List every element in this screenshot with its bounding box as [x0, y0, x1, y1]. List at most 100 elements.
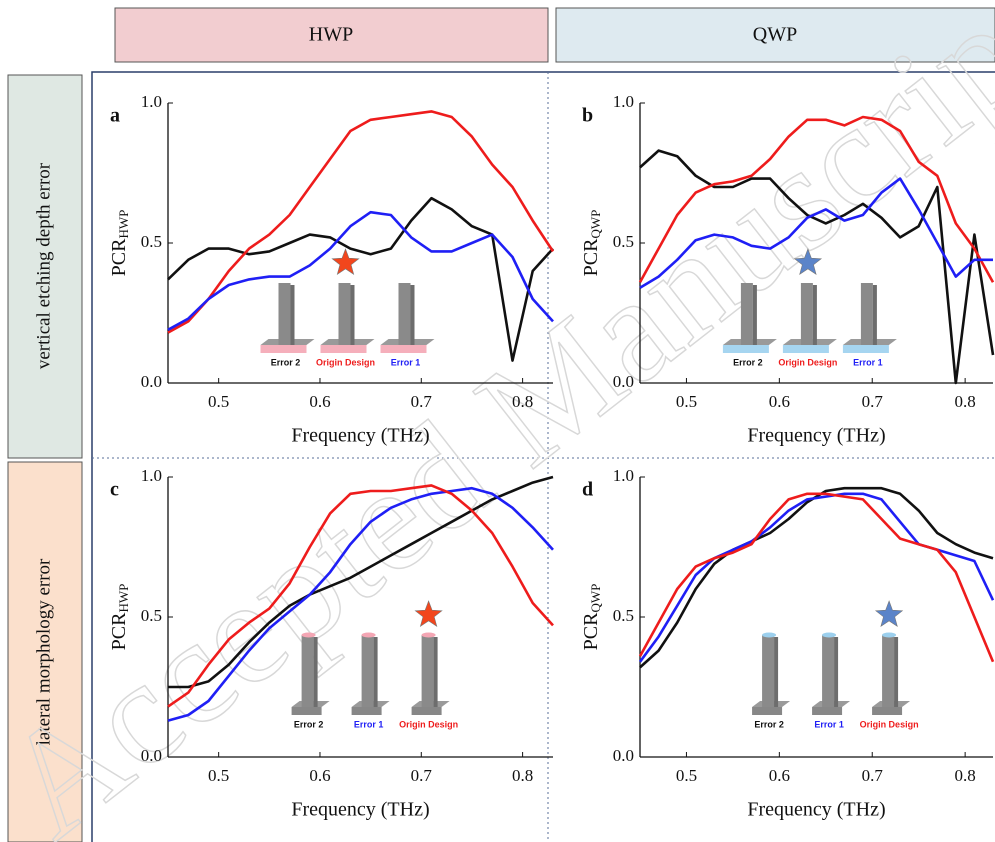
inset-label: Error 2 [271, 357, 301, 367]
star-icon [415, 601, 442, 626]
x-tick-label: 0.6 [309, 392, 330, 411]
panel-letter: d [582, 479, 593, 501]
y-tick-label: 0.0 [613, 746, 634, 765]
data-line [168, 212, 553, 330]
x-tick-label: 0.8 [512, 766, 533, 785]
y-tick-label: 0.0 [141, 746, 162, 765]
pillar-base [352, 707, 382, 715]
y-axis-label: PCRQWP [580, 584, 603, 651]
pillar-side [434, 637, 438, 707]
y-tick-label: 1.0 [613, 466, 634, 485]
y-axis-label: PCRHWP [108, 210, 131, 277]
x-tick-label: 0.5 [676, 766, 697, 785]
y-axis-label-sub: QWP [588, 210, 603, 239]
pillar-base [321, 345, 367, 353]
watermark: Accepted Manuscript [0, 0, 995, 842]
y-tick-label: 0.5 [141, 606, 162, 625]
inset-label: Error 2 [733, 357, 763, 367]
pillar-side [753, 285, 757, 345]
y-tick-label: 0.0 [613, 372, 634, 391]
pillar [279, 283, 291, 345]
x-axis-label: Frequency (THz) [747, 425, 885, 447]
column-header: QWP [753, 24, 797, 46]
row-header: vertical etching depth error [33, 162, 54, 369]
x-tick-label: 0.8 [955, 392, 976, 411]
y-axis-label-main: PCR [580, 238, 602, 276]
pillar-side [834, 637, 838, 707]
pillar-base [412, 707, 442, 715]
pillar-top [422, 633, 436, 638]
x-axis-label: Frequency (THz) [291, 799, 429, 821]
inset-label: Origin Design [860, 719, 919, 729]
pillar-side [351, 285, 355, 345]
x-tick-label: 0.5 [208, 766, 229, 785]
y-tick-label: 0.5 [141, 232, 162, 251]
x-tick-label: 0.5 [208, 392, 229, 411]
inset-label: Origin Design [316, 357, 375, 367]
data-line [640, 494, 993, 662]
pillar-side [291, 285, 295, 345]
y-axis-label: PCRHWP [108, 584, 131, 651]
x-tick-label: 0.7 [411, 766, 433, 785]
inset-label: Origin Design [778, 357, 837, 367]
inset-label: Error 2 [294, 719, 324, 729]
x-axis-label: Frequency (THz) [747, 799, 885, 821]
pillar-base [723, 345, 769, 353]
pillar-side [314, 637, 318, 707]
inset-label: Error 1 [354, 719, 384, 729]
pillar-top [882, 633, 896, 638]
inset-label: Error 1 [853, 357, 883, 367]
pillar [399, 283, 411, 345]
pillar-base [381, 345, 427, 353]
pillar-base [783, 345, 829, 353]
x-tick-label: 0.6 [309, 766, 330, 785]
pillar [362, 635, 374, 707]
star-icon [876, 601, 903, 626]
x-tick-label: 0.7 [862, 766, 884, 785]
y-axis-label-sub: QWP [588, 584, 603, 613]
y-axis-label-main: PCR [580, 612, 602, 650]
pillar-side [374, 637, 378, 707]
y-tick-label: 1.0 [613, 92, 634, 111]
pillar-base [812, 707, 842, 715]
x-tick-label: 0.5 [676, 392, 697, 411]
panel-letter: c [110, 479, 119, 501]
pillar-side [813, 285, 817, 345]
column-header: HWP [309, 24, 353, 46]
x-axis-label: Frequency (THz) [291, 425, 429, 447]
y-tick-label: 0.0 [141, 372, 162, 391]
pillar-side [774, 637, 778, 707]
panel-letter: b [582, 105, 593, 127]
pillar-base [261, 345, 307, 353]
figure: HWP QWP vertical etching depth error lat… [0, 0, 995, 842]
pillar [882, 635, 894, 707]
panel-letter: a [110, 105, 120, 127]
pillar-base [292, 707, 322, 715]
pillar-side [894, 637, 898, 707]
y-tick-label: 1.0 [141, 92, 162, 111]
inset-label: Error 1 [391, 357, 421, 367]
x-tick-label: 0.8 [512, 392, 533, 411]
x-tick-label: 0.7 [411, 392, 433, 411]
inset-label: Origin Design [399, 719, 458, 729]
pillar-side [411, 285, 415, 345]
y-axis-label-sub: HWP [116, 210, 131, 239]
inset-label: Error 2 [754, 719, 784, 729]
pillar-top [822, 633, 836, 638]
data-line [168, 111, 553, 332]
inset-label: Error 1 [814, 719, 844, 729]
y-axis-label-main: PCR [108, 612, 130, 650]
x-tick-label: 0.6 [769, 392, 790, 411]
x-tick-label: 0.8 [955, 766, 976, 785]
pillar-base [843, 345, 889, 353]
pillar-top [762, 633, 776, 638]
pillar [801, 283, 813, 345]
pillar-base [872, 707, 902, 715]
star-icon [332, 249, 359, 274]
pillar [302, 635, 314, 707]
pillar [741, 283, 753, 345]
pillar [861, 283, 873, 345]
pillar-base [752, 707, 782, 715]
pillar [822, 635, 834, 707]
pillar [762, 635, 774, 707]
